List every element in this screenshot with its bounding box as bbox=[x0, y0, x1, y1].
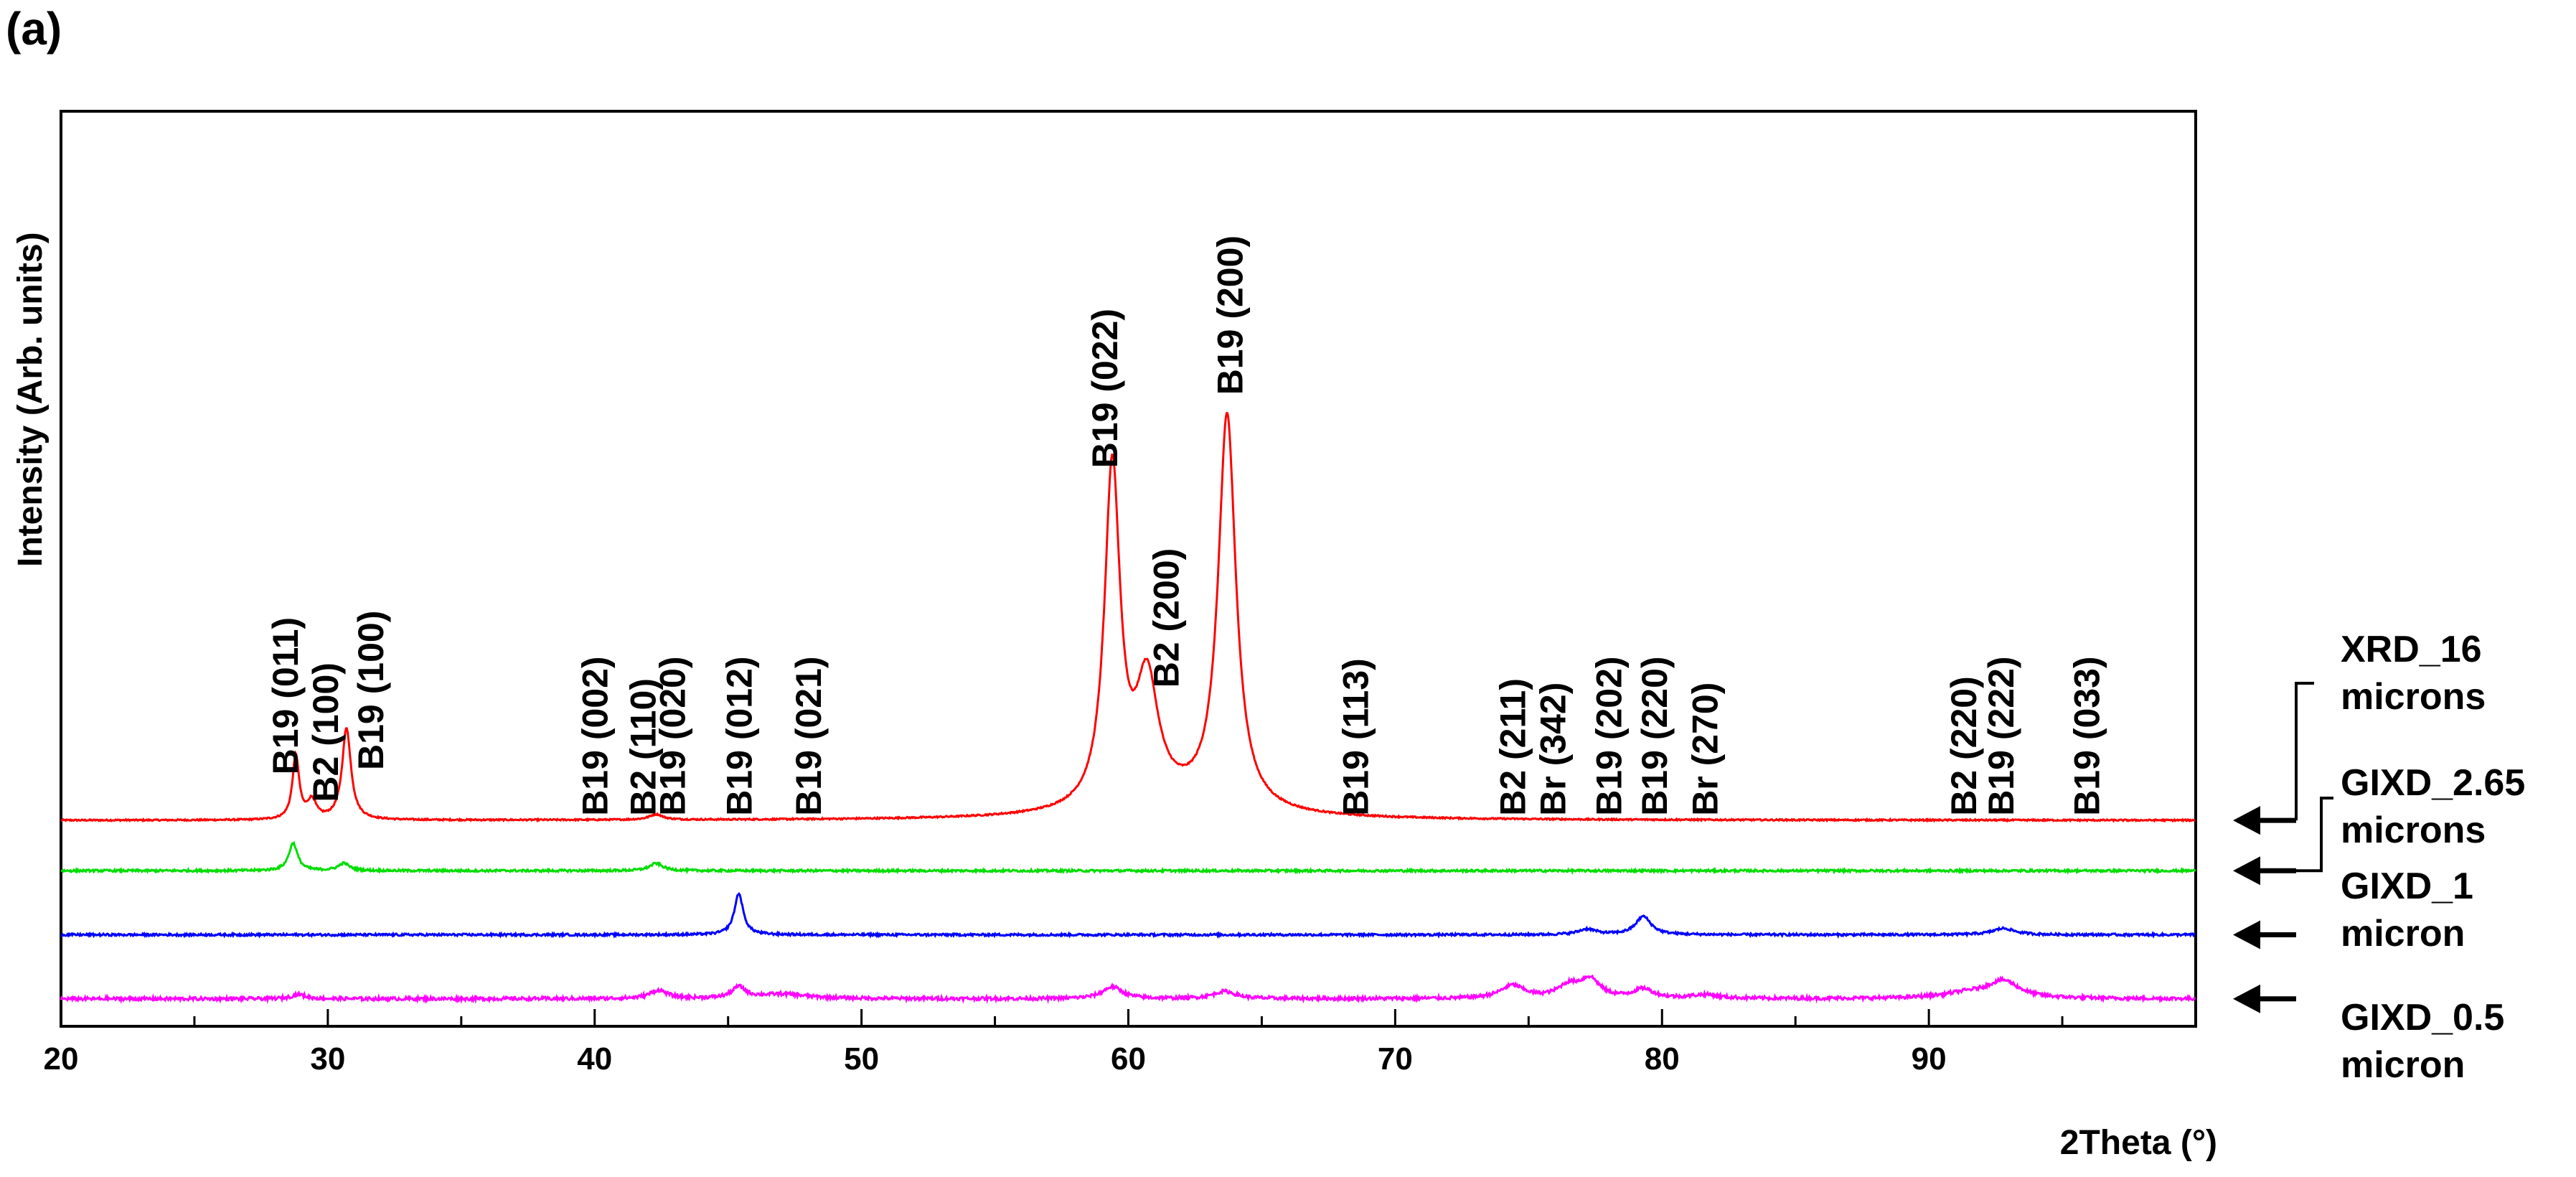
peak-annotation: B19 (022) bbox=[1085, 309, 1125, 468]
peak-annotation: B19 (011) bbox=[265, 617, 306, 775]
x-tick-label: 20 bbox=[44, 1041, 79, 1077]
peak-annotation: B19 (002) bbox=[575, 656, 616, 815]
x-tick-label: 30 bbox=[310, 1041, 345, 1077]
y-axis-label: Intensity (Arb. units) bbox=[11, 232, 50, 567]
peak-annotation: B19 (200) bbox=[1211, 235, 1251, 395]
peak-annotation: B2 (100) bbox=[306, 662, 346, 802]
x-tick-label: 80 bbox=[1645, 1041, 1680, 1077]
x-tick-label: 50 bbox=[844, 1041, 879, 1077]
peak-annotation: B2 (220) bbox=[1944, 676, 1984, 816]
legend-arrow-head bbox=[2233, 984, 2260, 1013]
peak-annotation: B19 (020) bbox=[652, 656, 692, 815]
legend-label: micron bbox=[2341, 913, 2465, 955]
x-tick-label: 40 bbox=[577, 1041, 612, 1077]
legend-label: micron bbox=[2341, 1044, 2465, 1086]
legend-label: microns bbox=[2341, 810, 2486, 851]
peak-annotation: B19 (113) bbox=[1335, 658, 1376, 816]
peak-annotation: Br (270) bbox=[1686, 683, 1726, 816]
x-tick-label: 90 bbox=[1912, 1041, 1947, 1077]
series-line-0 bbox=[60, 412, 2196, 823]
x-tick-label: 70 bbox=[1378, 1041, 1413, 1077]
legend-bracket bbox=[2296, 797, 2333, 873]
legend-label: GIXD_2.65 bbox=[2341, 762, 2525, 804]
series-line-2 bbox=[60, 891, 2196, 939]
plot-frame bbox=[60, 110, 2197, 1028]
legend-arrow-head bbox=[2233, 806, 2260, 835]
legend-label: XRD_16 bbox=[2341, 629, 2482, 670]
legend-bracket bbox=[2295, 682, 2314, 821]
peak-annotation: B19 (021) bbox=[789, 656, 829, 815]
peak-annotations: B19 (011) B2 (100) B19 (100) B19 (002) B2 (1… bbox=[265, 235, 2107, 816]
legend-label: GIXD_0.5 bbox=[2341, 997, 2504, 1038]
peak-annotation: B2 (200) bbox=[1146, 548, 1186, 688]
legend-arrow-head bbox=[2233, 920, 2260, 949]
legend: XRD_16micronsGIXD_2.65micronsGIXD_1micro… bbox=[2233, 629, 2525, 1086]
x-axis-ticks: 20 30 40 50 60 70 80 90 bbox=[44, 1009, 2197, 1077]
peak-annotation: B2 (211) bbox=[1493, 678, 1533, 816]
peak-annotation: B19 (033) bbox=[2067, 656, 2107, 815]
peak-annotation: B19 (100) bbox=[351, 611, 391, 770]
peak-annotation: B19 (012) bbox=[719, 656, 759, 815]
series-line-1 bbox=[60, 840, 2196, 875]
peak-annotation: B19 (202) bbox=[1589, 656, 1630, 815]
legend-label: microns bbox=[2341, 676, 2486, 718]
legend-arrow-head bbox=[2233, 856, 2260, 886]
peak-annotation: B2 (110) bbox=[623, 678, 663, 816]
series-line-3 bbox=[60, 974, 2196, 1005]
peak-annotation: B19 (222) bbox=[1981, 656, 2021, 815]
peak-annotation: B19 (220) bbox=[1635, 656, 1675, 815]
x-axis-label: 2Theta (°) bbox=[2060, 1124, 2217, 1162]
x-tick-label: 60 bbox=[1111, 1041, 1146, 1077]
series-curves bbox=[60, 412, 2196, 1005]
panel-label: (a) bbox=[6, 3, 62, 55]
legend-label: GIXD_1 bbox=[2341, 866, 2473, 907]
peak-annotation: Br (342) bbox=[1533, 683, 1574, 816]
